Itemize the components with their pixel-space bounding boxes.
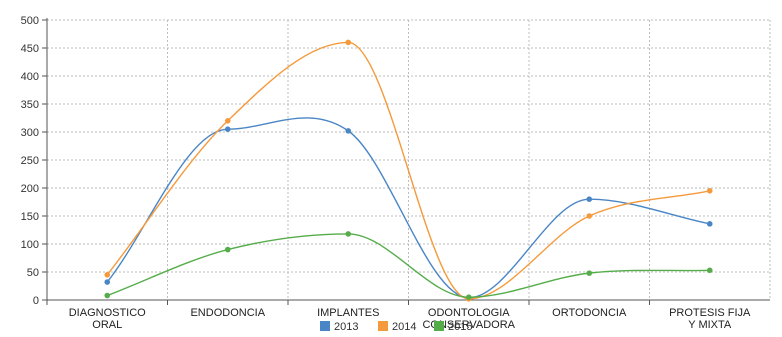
data-point-2015 xyxy=(224,246,231,253)
data-point-2013 xyxy=(104,279,111,285)
data-point-2015 xyxy=(104,292,111,299)
y-tick-label: 500 xyxy=(21,15,39,27)
legend-label-2014: 2014 xyxy=(392,321,416,333)
y-tick-label: 150 xyxy=(21,211,39,223)
data-point-2013 xyxy=(586,196,593,202)
legend-label-2015: 2015 xyxy=(448,321,472,333)
legend: 2013 2014 2015 xyxy=(320,321,472,333)
data-point-2015 xyxy=(586,270,593,276)
series-points xyxy=(104,39,713,302)
x-tick-label: IMPLANTES xyxy=(317,307,379,319)
legend-swatch-2015 xyxy=(434,321,444,331)
data-point-2014 xyxy=(706,188,713,194)
data-point-2013 xyxy=(706,221,713,227)
legend-swatch-2013 xyxy=(320,321,330,331)
legend-label-2013: 2013 xyxy=(334,321,358,333)
x-tick-label: DIAGNOSTICO ORAL xyxy=(69,307,146,331)
y-tick-label: 0 xyxy=(33,295,39,307)
data-point-2013 xyxy=(345,128,352,134)
y-tick-label: 400 xyxy=(21,71,39,83)
y-tick-label: 250 xyxy=(21,155,39,167)
y-tick-label: 300 xyxy=(21,127,39,139)
y-axis-ticks: 0 50 100 150 200 250 300 350 400 450 500 xyxy=(21,15,47,307)
y-tick-label: 100 xyxy=(21,239,39,251)
y-tick-label: 350 xyxy=(21,99,39,111)
data-point-2015 xyxy=(465,294,472,301)
x-axis-ticks: DIAGNOSTICO ORAL ENDODONCIA IMPLANTES ODONTO… xyxy=(46,300,751,331)
y-tick-label: 200 xyxy=(21,183,39,195)
data-point-2014 xyxy=(586,213,593,219)
series-line-2015 xyxy=(107,233,710,298)
data-point-2013 xyxy=(224,126,231,132)
y-tick-label: 50 xyxy=(27,267,39,279)
x-tick-label: PROTESIS FIJA Y MIXTA xyxy=(669,307,751,331)
data-point-2014 xyxy=(345,39,352,46)
legend-swatch-2014 xyxy=(378,321,388,331)
x-tick-label: ORTODONCIA xyxy=(552,307,627,319)
data-point-2014 xyxy=(104,272,111,278)
x-tick-label: ODONTOLOGIA CONSERVADORA xyxy=(422,307,515,331)
data-point-2014 xyxy=(224,118,231,124)
data-point-2015 xyxy=(345,231,352,237)
x-tick-label: ENDODONCIA xyxy=(190,307,265,319)
y-tick-label: 450 xyxy=(21,43,39,55)
data-point-2015 xyxy=(706,267,713,274)
